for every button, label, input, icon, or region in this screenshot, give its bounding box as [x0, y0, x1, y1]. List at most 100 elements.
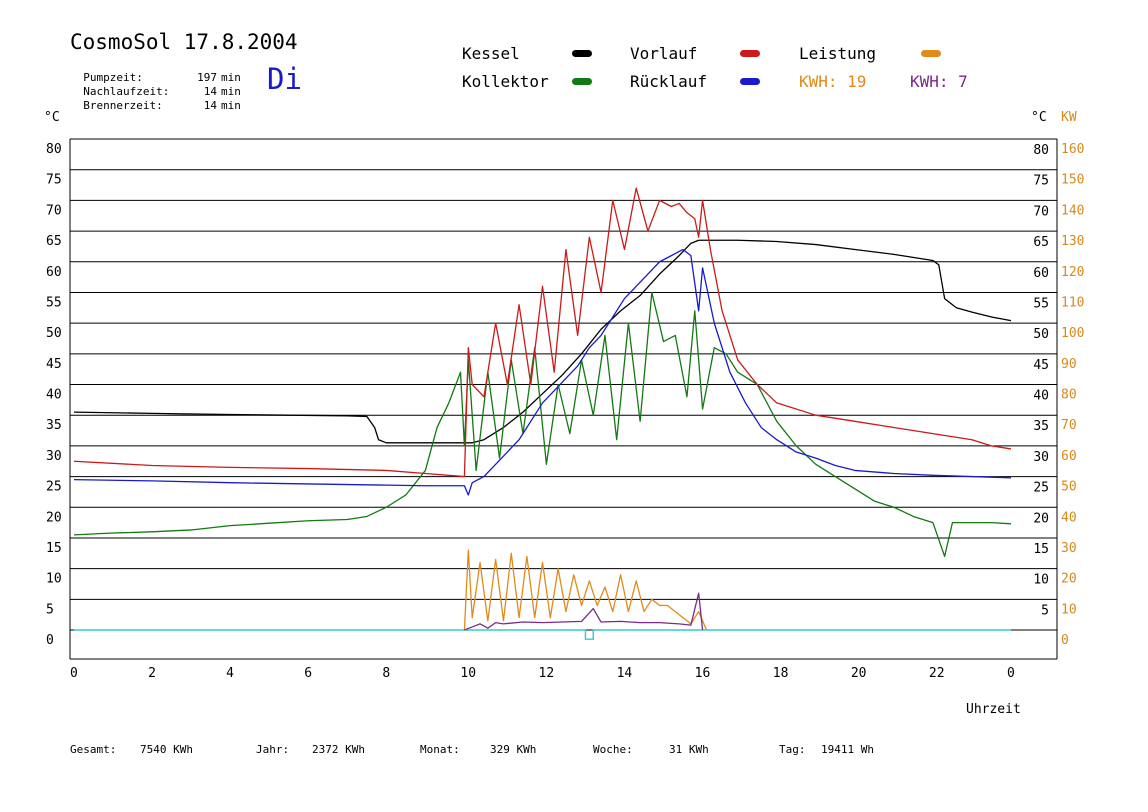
- y-tick-label-kw: 150: [1061, 173, 1084, 188]
- y-tick-label-right: 20: [1033, 511, 1049, 526]
- y-tick-label-kw: 60: [1061, 449, 1077, 464]
- y-tick-label-left: 20: [46, 510, 62, 525]
- y-tick-label-kw: 20: [1061, 572, 1077, 587]
- y-tick-label-right: 65: [1033, 235, 1049, 250]
- weekday-label: Di: [267, 62, 302, 96]
- footer-monat-value: 329 KWh: [490, 743, 537, 756]
- y-tick-label-kw: 40: [1061, 510, 1077, 525]
- y-tick-label-kw: 80: [1061, 388, 1077, 403]
- footer-gesamt-value: 7540 KWh: [140, 743, 193, 756]
- y-tick-label-right: 50: [1033, 327, 1049, 342]
- x-tick-label: 0: [70, 666, 78, 681]
- x-tick-label: 10: [460, 666, 476, 681]
- series-line-kwh-7: [464, 592, 704, 631]
- legend-kessel-label: Kessel: [462, 44, 520, 63]
- x-tick-label: 2: [148, 666, 156, 681]
- y-tick-label-left: 60: [46, 265, 62, 280]
- series-line-r-cklauf: [73, 248, 1012, 496]
- y-tick-label-kw: 110: [1061, 295, 1084, 310]
- x-tick-label: 0: [1007, 666, 1015, 681]
- info-nachlaufzeit: Nachlaufzeit: 14 min: [70, 72, 241, 98]
- y-tick-label-right: 10: [1033, 573, 1049, 588]
- info-unit: min: [221, 85, 241, 98]
- y-tick-label-left: 5: [46, 602, 54, 617]
- footer-jahr-value: 2372 KWh: [312, 743, 365, 756]
- x-tick-label: 16: [695, 666, 711, 681]
- y-tick-label-kw: 10: [1061, 602, 1077, 617]
- info-value: 14: [203, 99, 217, 112]
- y-tick-label-kw: 100: [1061, 326, 1084, 341]
- y-tick-label-right: 25: [1033, 481, 1049, 496]
- legend-leistung-label: Leistung: [799, 44, 877, 63]
- legend-kwh-leistung: KWH: 19: [799, 72, 867, 91]
- x-axis-label: Uhrzeit: [966, 702, 1021, 717]
- grid-lines: [70, 138, 1057, 631]
- y-tick-label-left: 45: [46, 357, 62, 372]
- info-label: Pumpzeit:: [83, 71, 143, 84]
- x-tick-label: 18: [773, 666, 789, 681]
- series-line-leistung: [463, 549, 708, 631]
- y-tick-label-left: 30: [46, 449, 62, 464]
- series-group: [73, 187, 1012, 640]
- right-axis-unit-kw: KW: [1061, 110, 1077, 125]
- y-tick-label-kw: 90: [1061, 357, 1077, 372]
- footer-tag-value: 19411 Wh: [821, 743, 874, 756]
- y-tick-label-kw: 140: [1061, 203, 1084, 218]
- y-tick-label-left: 0: [46, 633, 54, 648]
- y-tick-label-left: 70: [46, 203, 62, 218]
- y-tick-label-kw: 160: [1061, 142, 1084, 157]
- x-tick-label: 4: [226, 666, 234, 681]
- y-tick-label-right: 80: [1033, 143, 1049, 158]
- y-tick-label-kw: 70: [1061, 418, 1077, 433]
- y-tick-label-right: 75: [1033, 174, 1049, 189]
- info-unit: min: [221, 71, 241, 84]
- x-tick-label: 20: [851, 666, 867, 681]
- y-tick-label-right: 55: [1033, 296, 1049, 311]
- series-line-kollektor: [73, 291, 1012, 557]
- y-tick-label-right: 15: [1033, 542, 1049, 557]
- legend-ruecklauf-label: Rücklauf: [630, 72, 708, 91]
- chart-title: CosmoSol 17.8.2004: [70, 30, 298, 54]
- y-tick-label-kw: 0: [1061, 633, 1069, 648]
- left-axis-unit: °C: [44, 110, 60, 125]
- x-tick-label: 6: [304, 666, 312, 681]
- y-tick-label-right: 60: [1033, 266, 1049, 281]
- baseline-line: [74, 629, 1011, 640]
- y-tick-label-left: 55: [46, 295, 62, 310]
- legend-kwh-second: KWH: 7: [910, 72, 968, 91]
- legend-leistung-swatch: [921, 50, 941, 57]
- y-tick-label-left: 40: [46, 388, 62, 403]
- y-tick-label-right: 30: [1033, 450, 1049, 465]
- series-line-kessel: [73, 239, 1012, 444]
- series-line-vorlauf: [73, 187, 1012, 478]
- info-label: Nachlaufzeit:: [83, 85, 170, 98]
- y-tick-label-right: 70: [1033, 204, 1049, 219]
- footer-woche-label: Woche:: [593, 743, 633, 756]
- legend-ruecklauf-swatch: [740, 78, 760, 85]
- y-tick-label-right: 45: [1033, 358, 1049, 373]
- info-label: Brennerzeit:: [83, 99, 163, 112]
- footer-gesamt-label: Gesamt:: [70, 743, 117, 756]
- y-tick-label-left: 80: [46, 142, 62, 157]
- y-tick-label-kw: 50: [1061, 480, 1077, 495]
- x-tick-label: 14: [617, 666, 633, 681]
- y-tick-label-kw: 30: [1061, 541, 1077, 556]
- info-unit: min: [221, 99, 241, 112]
- x-tick-label: 22: [929, 666, 945, 681]
- x-tick-label: 12: [539, 666, 555, 681]
- footer-monat-label: Monat:: [420, 743, 460, 756]
- x-tick-label: 8: [382, 666, 390, 681]
- info-value: 197: [197, 71, 217, 84]
- info-value: 14: [203, 85, 217, 98]
- y-tick-label-kw: 130: [1061, 234, 1084, 249]
- y-tick-label-left: 10: [46, 572, 62, 587]
- footer-woche-value: 31 KWh: [669, 743, 709, 756]
- y-tick-label-kw: 120: [1061, 265, 1084, 280]
- y-tick-label-left: 15: [46, 541, 62, 556]
- info-pumpzeit: Pumpzeit: 197 min: [70, 58, 241, 84]
- y-tick-label-left: 35: [46, 418, 62, 433]
- y-tick-label-right: 35: [1033, 419, 1049, 434]
- legend-kollektor-swatch: [572, 78, 592, 85]
- right-axis-unit-celsius: °C: [1031, 110, 1047, 125]
